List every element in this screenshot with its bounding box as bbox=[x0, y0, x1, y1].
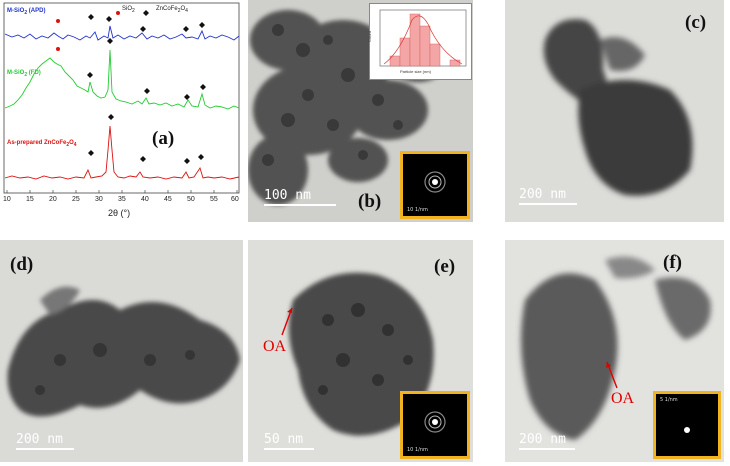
xtick: 15 bbox=[26, 196, 34, 203]
scalebar-c-label: 200 nm bbox=[519, 187, 566, 202]
scalebar-d-label: 200 nm bbox=[16, 432, 63, 447]
saed-pattern-e bbox=[424, 411, 446, 433]
scalebar-d-line bbox=[16, 448, 74, 450]
scalebar-e: 50 nm bbox=[264, 432, 314, 450]
xrd-curve-apd bbox=[4, 25, 240, 41]
scalebar-f-label: 200 nm bbox=[519, 432, 566, 447]
saed-scale-b: 10 1/nm bbox=[407, 207, 428, 213]
scalebar-e-line bbox=[264, 448, 314, 450]
xrd-curve-asprep bbox=[4, 125, 240, 180]
panel-e-tem: (e) OA 10 1/nm 50 nm bbox=[248, 240, 473, 462]
xtick: 30 bbox=[95, 196, 103, 203]
tem-image-c bbox=[543, 19, 693, 196]
xtick: 45 bbox=[164, 196, 172, 203]
panel-d-tem: (d) 200 nm bbox=[0, 240, 243, 462]
scalebar-b: 100 nm bbox=[264, 188, 336, 206]
panel-b-label: (b) bbox=[358, 191, 382, 212]
label-apd: M-SiO2 (APD) bbox=[7, 8, 46, 17]
panel-c-label: (c) bbox=[685, 12, 707, 33]
panel-f-label: (f) bbox=[663, 252, 682, 273]
panel-d-label: (d) bbox=[10, 254, 34, 275]
scalebar-c: 200 nm bbox=[519, 187, 577, 205]
panel-a-label: (a) bbox=[152, 128, 175, 149]
scalebar-f: 200 nm bbox=[519, 432, 575, 450]
saed-pattern-f bbox=[684, 427, 690, 433]
xtick: 20 bbox=[49, 196, 57, 203]
xtick: 35 bbox=[118, 196, 126, 203]
panel-e-label: (e) bbox=[434, 256, 456, 277]
panel-c-tem: (c) 200 nm bbox=[505, 0, 724, 222]
legend-zncofe2o4: ZnCoFe2O4 bbox=[156, 6, 188, 15]
histogram-inset: Particle size (nm) Count bbox=[366, 3, 472, 80]
histogram-bars bbox=[379, 9, 467, 67]
xtick: 50 bbox=[187, 196, 195, 203]
scalebar-d: 200 nm bbox=[16, 432, 74, 450]
histogram-ylabel: Count bbox=[366, 31, 372, 42]
saed-inset-f: 5 1/nm bbox=[653, 391, 721, 459]
x-axis-label: 2θ (°) bbox=[108, 208, 131, 218]
saed-pattern-b bbox=[424, 171, 446, 193]
saed-inset-b: 10 1/nm bbox=[400, 151, 470, 219]
panel-b-tem: Particle size (nm) Count 10 1/nm 100 nm … bbox=[248, 0, 473, 222]
xtick: 25 bbox=[72, 196, 80, 203]
tem-image-b bbox=[248, 10, 448, 205]
xtick: 40 bbox=[141, 196, 149, 203]
saed-scale-f: 5 1/nm bbox=[660, 397, 678, 403]
scalebar-f-line bbox=[519, 448, 575, 450]
label-fd: M-SiO2 (FD) bbox=[7, 70, 41, 79]
panel-a-xrd: SiO2 ZnCoFe2O4 M-SiO2 (APD) M-SiO2 (FD) … bbox=[0, 0, 243, 222]
scalebar-e-label: 50 nm bbox=[264, 432, 304, 447]
saed-inset-e: 10 1/nm bbox=[400, 391, 470, 459]
tem-image-d bbox=[7, 286, 240, 417]
legend-sio2: SiO2 bbox=[122, 6, 135, 15]
xrd-curve-fd bbox=[4, 49, 240, 110]
xrd-plot bbox=[3, 2, 240, 194]
label-asprep: As-prepared ZnCoFe2O4 bbox=[7, 140, 77, 149]
tem-image-e bbox=[281, 272, 434, 436]
tem-image-f bbox=[521, 256, 711, 440]
oa-label-e: OA bbox=[263, 338, 287, 355]
scalebar-b-label: 100 nm bbox=[264, 188, 311, 203]
xtick: 55 bbox=[210, 196, 218, 203]
saed-scale-e: 10 1/nm bbox=[407, 447, 428, 453]
oa-label-f: OA bbox=[611, 390, 635, 407]
xtick: 10 bbox=[3, 196, 11, 203]
scalebar-c-line bbox=[519, 203, 577, 205]
xtick: 60 bbox=[231, 196, 239, 203]
panel-f-tem: (f) OA 5 1/nm 200 nm bbox=[505, 240, 724, 462]
histogram-xlabel: Particle size (nm) bbox=[400, 69, 431, 74]
scalebar-b-line bbox=[264, 204, 336, 206]
